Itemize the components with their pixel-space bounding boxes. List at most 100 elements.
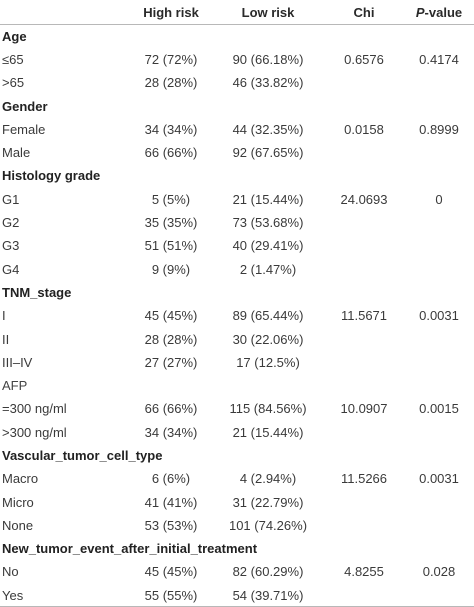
low-risk-cell [212,164,324,187]
p-value-cell [404,421,474,444]
low-risk-cell [212,281,324,304]
high-risk-cell [130,281,212,304]
section-label: New_tumor_event_after_initial_treatment [2,541,258,557]
table-row: G2 35 (35%) 73 (53.68%) [0,211,474,234]
table-row: G4 9 (9%) 2 (1.47%) [0,257,474,280]
row-label: G4 [2,261,20,277]
table-row: III–IV 27 (27%) 17 (12.5%) [0,351,474,374]
high-risk-cell [130,25,212,48]
p-value-cell [404,164,474,187]
high-risk-cell: 34 (34%) [144,424,198,440]
chi-cell: 4.8255 [344,564,384,580]
low-risk-cell: 31 (22.79%) [232,494,304,510]
p-value-cell [404,211,474,234]
high-risk-cell: 28 (28%) [144,75,198,91]
p-value-cell: 0.0031 [419,308,459,324]
p-value-cell: 0.028 [422,564,456,580]
section-row: TNM_stage [0,281,474,304]
p-value-cell [404,490,474,513]
chi-cell: 11.5266 [340,471,388,487]
p-value-cell [404,374,474,397]
p-value-cell [404,514,474,537]
chi-cell [324,257,404,280]
header-high-risk: High risk [143,4,199,20]
high-risk-cell: 34 (34%) [144,121,198,137]
low-risk-cell: 90 (66.18%) [232,51,304,67]
chi-cell: 0.6576 [344,51,384,67]
chi-cell [324,351,404,374]
low-risk-cell: 2 (1.47%) [239,261,297,277]
table-row: Micro 41 (41%) 31 (22.79%) [0,490,474,513]
row-label: ≤65 [2,51,24,67]
section-row: Gender [0,94,474,117]
section-label: AFP [2,378,28,394]
chi-cell [324,490,404,513]
row-label: >65 [2,75,25,91]
chi-cell [324,281,404,304]
low-risk-cell: 30 (22.06%) [232,331,304,347]
high-risk-cell: 28 (28%) [144,331,198,347]
row-label: Macro [2,471,39,487]
low-risk-cell [212,25,324,48]
table-row: None 53 (53%) 101 (74.26%) [0,514,474,537]
table-row: >300 ng/ml 34 (34%) 21 (15.44%) [0,421,474,444]
p-value-cell: 0.4174 [419,51,459,67]
p-value-cell [404,327,474,350]
row-label: I [2,308,6,324]
row-label: None [2,517,34,533]
header-low-risk: Low risk [241,4,295,20]
table-row: G3 51 (51%) 40 (29.41%) [0,234,474,257]
high-risk-cell: 55 (55%) [144,587,198,603]
high-risk-cell: 53 (53%) [144,517,198,533]
p-value-cell: 0.0015 [419,401,459,417]
row-label: G2 [2,215,20,231]
header-variable [0,0,130,25]
low-risk-cell: 73 (53.68%) [232,215,304,231]
chi-cell [324,421,404,444]
low-risk-cell [212,444,324,467]
header-p-suffix: -value [424,4,463,20]
high-risk-cell [130,94,212,117]
section-row: AFP [0,374,474,397]
p-value-cell: 0.8999 [419,121,459,137]
section-row: Age [0,25,474,48]
low-risk-cell: 46 (33.82%) [232,75,304,91]
high-risk-cell [130,374,212,397]
table-row: Yes 55 (55%) 54 (39.71%) [0,584,474,607]
low-risk-cell: 89 (65.44%) [232,308,304,324]
chi-cell [324,94,404,117]
chi-cell [324,71,404,94]
low-risk-cell: 54 (39.71%) [232,587,304,603]
high-risk-cell: 66 (66%) [144,401,198,417]
section-row: Vascular_tumor_cell_type [0,444,474,467]
low-risk-cell: 21 (15.44%) [232,424,304,440]
high-risk-cell: 66 (66%) [144,145,198,161]
low-risk-cell: 44 (32.35%) [232,121,304,137]
chi-cell [324,141,404,164]
high-risk-cell: 6 (6%) [151,471,191,487]
table-row: ≤65 72 (72%) 90 (66.18%) 0.6576 0.4174 [0,48,474,71]
section-row: New_tumor_event_after_initial_treatment [0,537,474,560]
section-row: Histology grade [0,164,474,187]
table-row: II 28 (28%) 30 (22.06%) [0,327,474,350]
header-p-value: P-value [404,0,474,25]
chi-cell [324,234,404,257]
table-header: High risk Low risk Chi P-value [0,0,474,25]
row-label: Female [2,121,46,137]
p-value-cell [404,584,474,607]
chi-cell [324,514,404,537]
p-value-cell [404,351,474,374]
table-row: =300 ng/ml 66 (66%) 115 (84.56%) 10.0907 0.0… [0,397,474,420]
row-label: G1 [2,191,20,207]
chi-cell: 10.0907 [340,401,388,417]
p-value-cell [404,257,474,280]
chi-cell: 0.0158 [344,121,384,137]
p-value-cell [404,141,474,164]
high-risk-cell: 35 (35%) [144,215,198,231]
chi-cell [324,537,404,560]
table-row: Female 34 (34%) 44 (32.35%) 0.0158 0.8999 [0,118,474,141]
high-risk-cell: 41 (41%) [144,494,198,510]
low-risk-cell: 115 (84.56%) [229,401,307,417]
p-value-cell: 0.0031 [419,471,459,487]
